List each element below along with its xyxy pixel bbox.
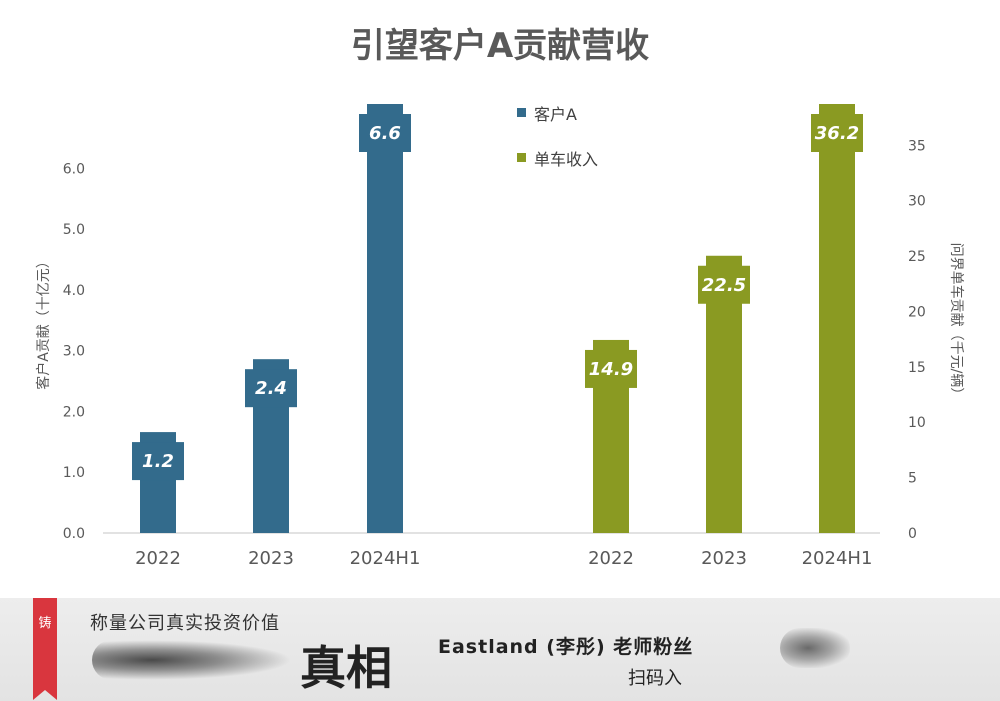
- category-label: 2022: [588, 548, 634, 569]
- data-label: 6.6: [369, 123, 401, 144]
- right-tick-label: 5: [908, 471, 917, 487]
- footer-banner: 铸 称量公司真实投资价值 真相 Eastland (李彤) 老师粉丝 扫码入: [0, 598, 1000, 701]
- data-label-box: [132, 442, 184, 481]
- left-tick-label: 2.0: [63, 404, 85, 420]
- data-label-box: [245, 369, 297, 408]
- data-label-box: [585, 349, 637, 388]
- left-axis-ticks: 0.0 1.0 2.0 3.0 4.0 5.0 6.0: [63, 161, 85, 542]
- data-label-box: [811, 114, 863, 152]
- left-tick-label: 6.0: [63, 161, 85, 177]
- right-tick-label: 15: [908, 360, 926, 376]
- ribbon-badge: 铸: [33, 598, 57, 700]
- category-label: 2024H1: [802, 548, 873, 569]
- left-tick-label: 5.0: [63, 222, 85, 238]
- banner-logo-text: 真相: [300, 641, 392, 695]
- category-label: 2024H1: [350, 548, 421, 569]
- right-tick-label: 35: [908, 138, 926, 154]
- banner-scan-text: 扫码入: [628, 668, 682, 689]
- bar: [819, 104, 855, 533]
- left-tick-label: 0.0: [63, 526, 85, 542]
- right-tick-label: 10: [908, 415, 926, 431]
- right-tick-label: 20: [908, 304, 926, 320]
- legend-label-client-a: 客户A: [534, 105, 577, 124]
- data-label-box: [359, 114, 411, 152]
- chart-area: 引望客户A贡献营收 客户A贡献（十亿元） 问界单车贡献（千元/辆） 客户A 单车…: [35, 26, 965, 569]
- bar: [367, 104, 403, 533]
- left-tick-label: 4.0: [63, 283, 85, 299]
- chart-title: 引望客户A贡献营收: [351, 26, 649, 66]
- category-label: 2022: [135, 548, 181, 569]
- data-label: 14.9: [589, 359, 633, 380]
- data-label: 2.4: [255, 378, 287, 399]
- left-tick-label: 3.0: [63, 344, 85, 360]
- right-tick-label: 25: [908, 249, 926, 265]
- left-axis-label: 客户A贡献（十亿元）: [35, 254, 52, 390]
- category-label: 2023: [248, 548, 294, 569]
- legend-swatch-unit-revenue: [517, 153, 526, 162]
- category-labels: 2022 2023 2024H1 2022 2023 2024H1: [135, 548, 872, 569]
- right-tick-label: 30: [908, 194, 926, 210]
- blurred-image: [780, 628, 850, 668]
- banner-fans-text: Eastland (李彤) 老师粉丝: [438, 636, 694, 658]
- category-label: 2023: [701, 548, 747, 569]
- right-axis-label: 问界单车贡献（千元/辆）: [948, 243, 965, 402]
- right-axis-ticks: 0 5 10 15 20 25 30 35: [908, 138, 926, 542]
- right-tick-label: 0: [908, 526, 917, 542]
- data-label: 36.2: [815, 123, 859, 144]
- bar-chart: 引望客户A贡献营收 客户A贡献（十亿元） 问界单车贡献（千元/辆） 客户A 单车…: [35, 26, 965, 569]
- data-label: 22.5: [702, 275, 746, 296]
- ribbon-text: 铸: [38, 616, 52, 631]
- left-tick-label: 1.0: [63, 465, 85, 481]
- bars: 1.2 2.4 6.6 14.9 22.5 36.2: [132, 104, 863, 533]
- legend-label-unit-revenue: 单车收入: [534, 150, 598, 169]
- legend-swatch-client-a: [517, 108, 526, 117]
- blurred-logo-image: [92, 640, 292, 680]
- legend: 客户A 单车收入: [517, 105, 598, 169]
- banner-tagline: 称量公司真实投资价值: [90, 613, 280, 634]
- data-label: 1.2: [142, 451, 174, 472]
- data-label-box: [698, 265, 750, 304]
